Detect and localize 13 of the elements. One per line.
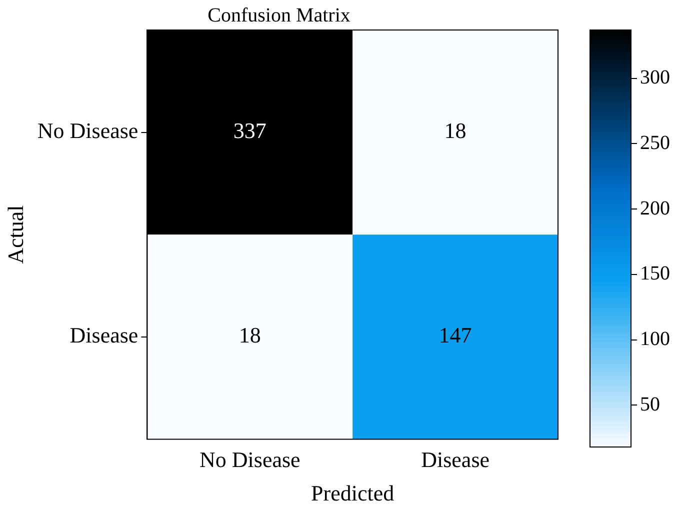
y-axis-title: Actual <box>2 205 28 264</box>
color-bar-label: 100 <box>640 328 670 350</box>
x-axis-title: Predicted <box>311 480 394 506</box>
data-label: 18 <box>444 118 466 144</box>
color-bar-label: 50 <box>640 393 660 416</box>
chart-title: Confusion Matrix <box>208 4 350 26</box>
color-bar-label: 200 <box>640 197 670 220</box>
color-bar-label: 300 <box>640 66 670 89</box>
data-label: 337 <box>233 118 266 144</box>
color-bar-label: 150 <box>640 262 670 285</box>
color-bar-label: 250 <box>640 132 670 154</box>
data-label: 147 <box>438 322 472 348</box>
data-label: 18 <box>238 322 261 348</box>
